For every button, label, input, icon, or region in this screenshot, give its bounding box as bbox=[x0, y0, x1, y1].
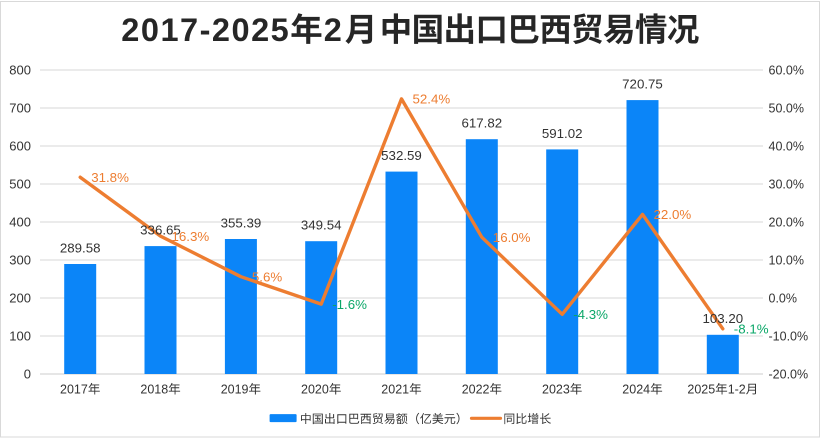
svg-text:2022: 2022 bbox=[462, 383, 490, 397]
svg-text:2021: 2021 bbox=[381, 383, 409, 397]
svg-text:720.75: 720.75 bbox=[622, 77, 663, 92]
svg-text:16.3%: 16.3% bbox=[172, 229, 210, 244]
svg-text:103.20: 103.20 bbox=[702, 311, 743, 326]
svg-text:30.0%: 30.0% bbox=[769, 178, 804, 192]
svg-text:532.59: 532.59 bbox=[381, 148, 422, 163]
svg-text:-4.3%: -4.3% bbox=[573, 307, 608, 322]
svg-text:336.65: 336.65 bbox=[140, 223, 181, 238]
svg-text:40.0%: 40.0% bbox=[769, 140, 804, 154]
svg-text:2023: 2023 bbox=[542, 383, 570, 397]
svg-text:1-2: 1-2 bbox=[728, 383, 746, 397]
svg-text:617.82: 617.82 bbox=[461, 116, 502, 131]
svg-text:2020: 2020 bbox=[301, 383, 329, 397]
svg-text:400: 400 bbox=[9, 215, 31, 230]
svg-text:2025: 2025 bbox=[687, 383, 715, 397]
svg-text:100: 100 bbox=[9, 329, 31, 344]
svg-text:-1.6%: -1.6% bbox=[332, 297, 367, 312]
svg-text:600: 600 bbox=[9, 139, 31, 154]
svg-text:10.0%: 10.0% bbox=[769, 254, 804, 268]
svg-text:52.4%: 52.4% bbox=[413, 92, 451, 107]
svg-text:2018: 2018 bbox=[140, 383, 168, 397]
svg-text:700: 700 bbox=[9, 101, 31, 116]
svg-text:-10.0%: -10.0% bbox=[769, 330, 809, 344]
svg-text:300: 300 bbox=[9, 253, 31, 268]
svg-text:591.02: 591.02 bbox=[542, 126, 583, 141]
svg-text:500: 500 bbox=[9, 177, 31, 192]
svg-text:5.6%: 5.6% bbox=[252, 270, 282, 285]
svg-text:16.0%: 16.0% bbox=[493, 230, 531, 245]
svg-text:289.58: 289.58 bbox=[60, 240, 101, 255]
svg-text:2017: 2017 bbox=[60, 383, 88, 397]
svg-text:-8.1%: -8.1% bbox=[734, 322, 769, 337]
svg-text:20.0%: 20.0% bbox=[769, 216, 804, 230]
svg-text:0: 0 bbox=[24, 367, 31, 382]
svg-text:22.0%: 22.0% bbox=[654, 207, 692, 222]
svg-text:2024: 2024 bbox=[622, 383, 650, 397]
svg-text:-20.0%: -20.0% bbox=[769, 368, 809, 382]
svg-text:800: 800 bbox=[9, 63, 31, 78]
svg-text:2019: 2019 bbox=[221, 383, 249, 397]
svg-text:200: 200 bbox=[9, 291, 31, 306]
svg-text:60.0%: 60.0% bbox=[769, 64, 804, 78]
svg-text:0.0%: 0.0% bbox=[769, 292, 798, 306]
svg-text:2: 2 bbox=[324, 12, 342, 48]
svg-text:50.0%: 50.0% bbox=[769, 102, 804, 116]
svg-text:2017-2025: 2017-2025 bbox=[121, 12, 290, 48]
svg-text:355.39: 355.39 bbox=[221, 215, 262, 230]
svg-text:31.8%: 31.8% bbox=[91, 170, 129, 185]
svg-text:349.54: 349.54 bbox=[301, 218, 342, 233]
